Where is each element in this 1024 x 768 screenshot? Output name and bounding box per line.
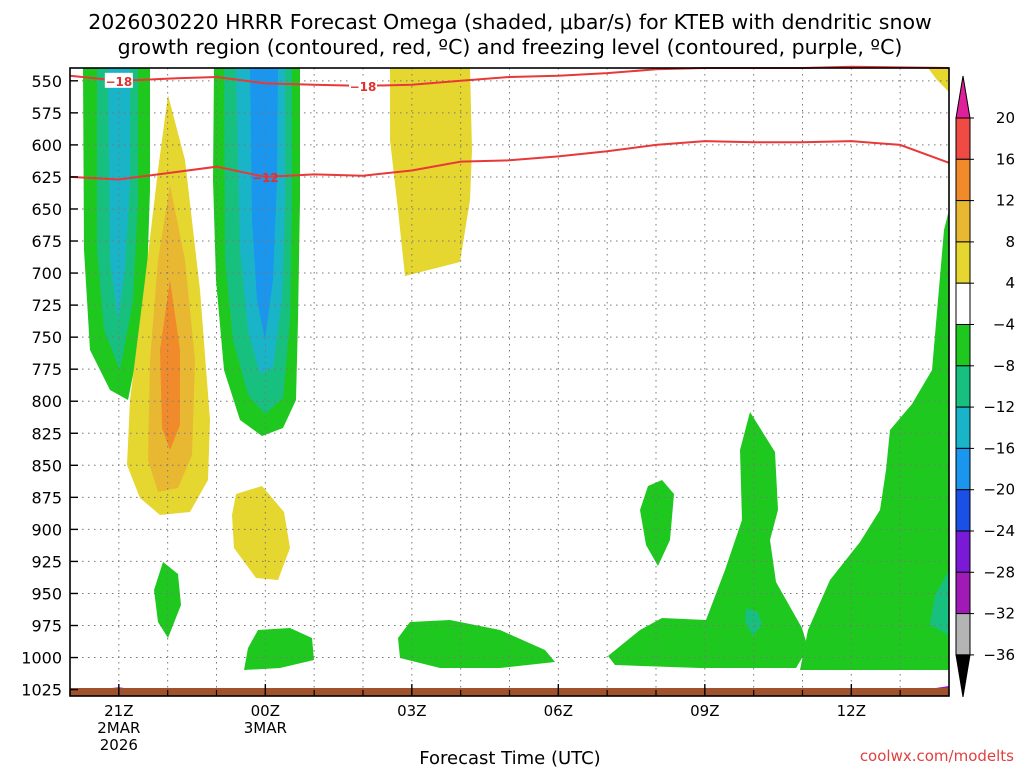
colorbar-label: −12 (983, 398, 1015, 416)
y-axis: 550 575 600 625 650 675 700 725 750 775 800 825 850 8… (21, 72, 78, 700)
x-tick-label: 00Z (251, 702, 280, 720)
contour-label-bg (349, 77, 377, 93)
y-tick-label: 775 (31, 360, 62, 379)
y-tick-label: 750 (31, 328, 62, 347)
colorbar-label: 8 (1005, 233, 1015, 251)
y-tick-label: 900 (31, 520, 62, 539)
dgz-contour-line (69, 140, 950, 181)
dgz-contour-label: −12 (252, 171, 279, 185)
y-tick-label: 925 (31, 552, 62, 571)
omega-shading-region (745, 608, 762, 636)
colorbar-swatch (955, 613, 971, 656)
omega-shading-region (928, 68, 949, 92)
y-tick-label: 800 (31, 392, 62, 411)
dgz-contour-label: −18 (350, 80, 377, 94)
x-tick-label: 12Z (837, 702, 866, 720)
colorbar-label: −32 (983, 605, 1015, 623)
x-tick-label: 2026 (100, 736, 138, 754)
y-tick-label: 650 (31, 200, 62, 219)
colorbar-label: 4 (1005, 274, 1015, 292)
y-tick-label: 725 (31, 296, 62, 315)
omega-shading-region (608, 412, 808, 668)
colorbar-swatch (955, 571, 971, 615)
dgz-contour-label: −18 (105, 75, 132, 89)
colorbar-swatch (955, 365, 971, 408)
x-tick-label: 21Z (104, 702, 133, 720)
colorbar-label: 12 (996, 192, 1015, 210)
omega-shading-region (398, 620, 555, 668)
colorbar-swatch (955, 241, 971, 284)
colorbar-swatch (955, 406, 971, 449)
omega-shading-region (244, 628, 314, 670)
y-tick-label: 625 (31, 168, 62, 187)
y-tick-label: 1025 (21, 681, 62, 700)
colorbar-swatch (955, 530, 971, 573)
y-tick-label: 975 (31, 617, 62, 636)
colorbar-swatch (955, 282, 971, 326)
colorbar-swatch (955, 117, 971, 160)
y-tick-label: 850 (31, 456, 62, 475)
y-tick-label: 950 (31, 584, 62, 603)
x-tick-label: 06Z (544, 702, 573, 720)
x-axis-label: Forecast Time (UTC) (419, 748, 600, 768)
colorbar-label: −36 (983, 646, 1015, 664)
colorbar-label: −24 (983, 522, 1015, 540)
colorbar-label: −28 (983, 563, 1015, 581)
omega-shading (83, 68, 949, 670)
omega-shading-region (232, 486, 290, 580)
y-tick-label: 600 (31, 136, 62, 155)
omega-shading-region (800, 210, 949, 670)
colorbar-label: −8 (993, 357, 1015, 375)
colorbar-swatch (955, 324, 971, 367)
gridlines (69, 68, 950, 696)
omega-shading-region (640, 480, 674, 566)
contour-label-bg (104, 72, 133, 88)
x-tick-label: 09Z (690, 702, 719, 720)
credit-text: coolwx.com/modelts (860, 747, 1014, 765)
dgz-contour-line (69, 65, 950, 87)
x-tick-label: 03Z (397, 702, 426, 720)
y-tick-label: 1000 (21, 649, 62, 668)
colorbar-label: −20 (983, 481, 1015, 499)
colorbar-swatch (955, 447, 971, 491)
x-tick-label: 2MAR (97, 719, 140, 737)
y-tick-label: 575 (31, 104, 62, 123)
colorbar-top-arrow (955, 75, 971, 119)
x-tick-label: 3MAR (244, 719, 287, 737)
colorbar-label: 20 (996, 109, 1015, 127)
colorbar-label: 16 (996, 150, 1015, 168)
y-tick-label: 700 (31, 264, 62, 283)
colorbar: 20 16 12 8 4 −4 −8 −12 −16 −20 −24 −28 −32 −36 (955, 75, 1015, 697)
colorbar-swatch (955, 158, 971, 202)
colorbar-bottom-arrow (955, 654, 971, 697)
colorbar-swatch (955, 200, 971, 243)
omega-shading-region (154, 562, 181, 638)
omega-shading-region (250, 68, 278, 340)
y-tick-label: 550 (31, 72, 62, 91)
chart-title-line-1: 2026030220 HRRR Forecast Omega (shaded, … (88, 10, 932, 34)
omega-shading-region (390, 68, 472, 276)
y-tick-label: 875 (31, 488, 62, 507)
colorbar-label: −16 (983, 439, 1015, 457)
colorbar-swatch (955, 489, 971, 532)
y-tick-label: 825 (31, 424, 62, 443)
omega-shading-region (160, 280, 180, 450)
chart-title-line-2: growth region (contoured, red, ºC) and f… (118, 35, 903, 59)
omega-shading-region (930, 570, 949, 635)
y-tick-label: 675 (31, 232, 62, 251)
colorbar-label: −4 (993, 316, 1015, 334)
